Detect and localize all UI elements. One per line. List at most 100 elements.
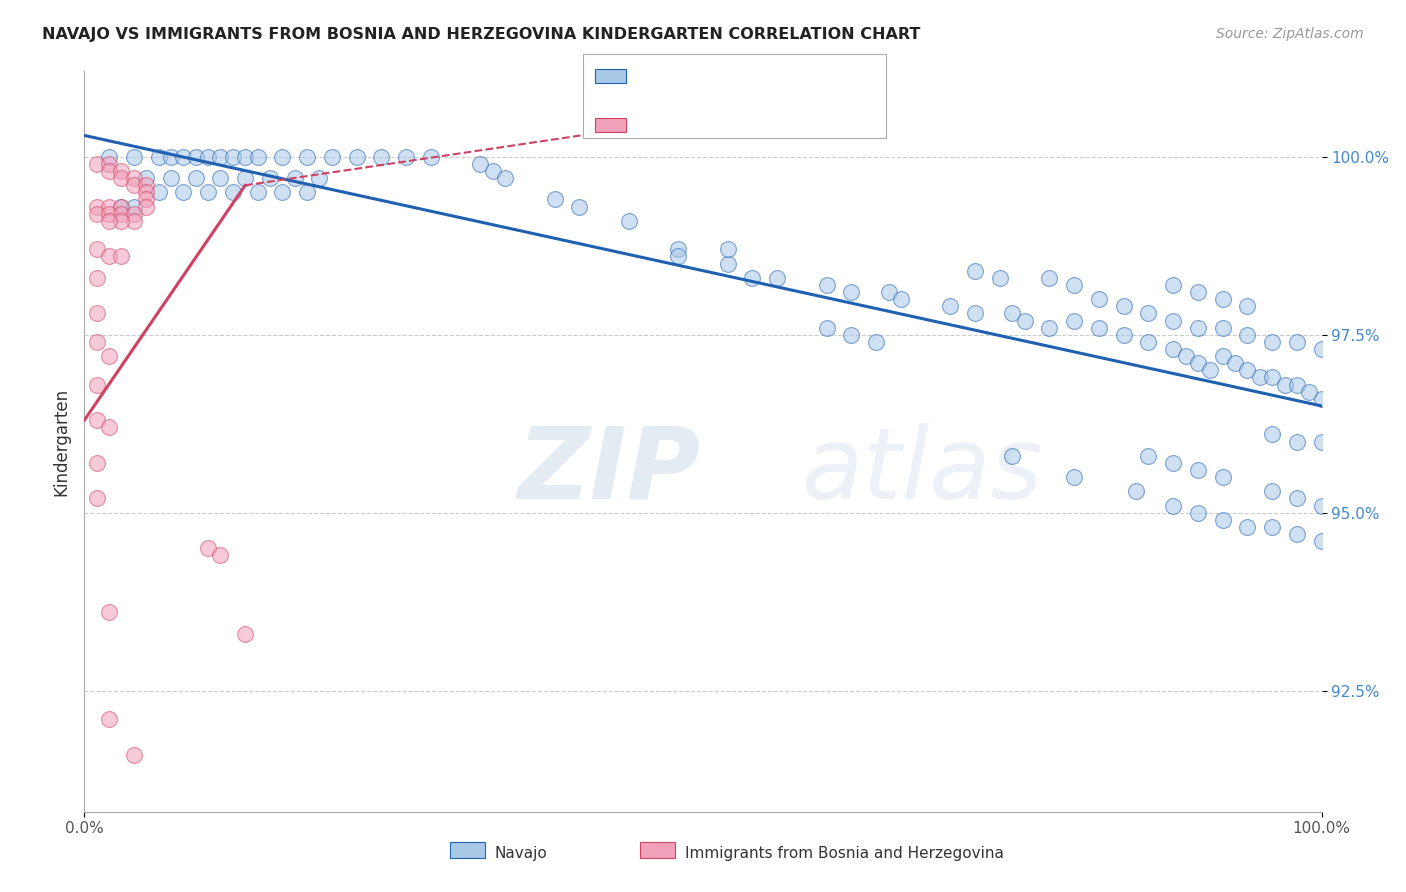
- Point: [470, 157, 492, 171]
- Point: [617, 214, 640, 228]
- Point: [98, 420, 121, 434]
- Point: [1310, 392, 1333, 406]
- Text: NAVAJO VS IMMIGRANTS FROM BOSNIA AND HERZEGOVINA KINDERGARTEN CORRELATION CHART: NAVAJO VS IMMIGRANTS FROM BOSNIA AND HER…: [42, 27, 921, 42]
- Point: [122, 207, 145, 221]
- Point: [160, 150, 183, 164]
- Point: [222, 186, 245, 200]
- Text: -0.496: -0.496: [682, 73, 740, 88]
- Point: [741, 270, 763, 285]
- Point: [86, 157, 108, 171]
- Point: [481, 164, 503, 178]
- Point: [1199, 363, 1222, 377]
- Y-axis label: Kindergarten: Kindergarten: [52, 387, 70, 496]
- Point: [766, 270, 789, 285]
- Point: [209, 171, 232, 186]
- Point: [246, 150, 269, 164]
- Point: [1112, 327, 1135, 342]
- Point: [965, 263, 987, 277]
- Point: [148, 150, 170, 164]
- Point: [98, 207, 121, 221]
- Point: [1014, 313, 1036, 327]
- Point: [1310, 499, 1333, 513]
- Point: [135, 186, 157, 200]
- Text: R =: R =: [634, 73, 669, 88]
- Point: [122, 747, 145, 762]
- Point: [1212, 470, 1234, 484]
- Point: [172, 150, 194, 164]
- Point: [666, 249, 689, 263]
- Point: [233, 626, 256, 640]
- Point: [86, 491, 108, 506]
- Point: [98, 214, 121, 228]
- Point: [717, 256, 740, 270]
- Point: [233, 171, 256, 186]
- Point: [666, 243, 689, 257]
- Point: [1310, 342, 1333, 356]
- Point: [1187, 463, 1209, 477]
- Point: [1112, 299, 1135, 313]
- Point: [308, 171, 330, 186]
- Point: [86, 200, 108, 214]
- Point: [86, 456, 108, 470]
- Point: [1001, 306, 1024, 320]
- Point: [135, 200, 157, 214]
- Point: [1174, 349, 1197, 363]
- Point: [98, 249, 121, 263]
- Point: [1001, 449, 1024, 463]
- Point: [1261, 520, 1284, 534]
- Point: [122, 178, 145, 193]
- Point: [110, 200, 132, 214]
- Point: [1236, 327, 1258, 342]
- Point: [370, 150, 392, 164]
- Point: [717, 243, 740, 257]
- Text: N =: N =: [755, 73, 792, 88]
- Point: [1285, 527, 1308, 541]
- Text: ZIP: ZIP: [517, 423, 700, 520]
- Point: [110, 164, 132, 178]
- Point: [395, 150, 418, 164]
- Point: [1261, 427, 1284, 442]
- Point: [988, 270, 1011, 285]
- Point: [1261, 484, 1284, 499]
- Point: [1249, 370, 1271, 384]
- Point: [98, 349, 121, 363]
- Point: [172, 186, 194, 200]
- Point: [321, 150, 343, 164]
- Point: [295, 186, 318, 200]
- Point: [110, 214, 132, 228]
- Point: [1236, 520, 1258, 534]
- Point: [122, 150, 145, 164]
- Point: [1125, 484, 1147, 499]
- Point: [1187, 356, 1209, 370]
- Point: [543, 193, 565, 207]
- Point: [86, 270, 108, 285]
- Point: [135, 171, 157, 186]
- Point: [346, 150, 368, 164]
- Text: Navajo: Navajo: [495, 846, 548, 861]
- Point: [184, 150, 207, 164]
- Point: [110, 171, 132, 186]
- Point: [1261, 370, 1284, 384]
- Point: [1223, 356, 1246, 370]
- Point: [1137, 449, 1160, 463]
- Point: [939, 299, 962, 313]
- Point: [1063, 470, 1085, 484]
- Point: [494, 171, 516, 186]
- Point: [1063, 313, 1085, 327]
- Point: [98, 712, 121, 726]
- Point: [86, 377, 108, 392]
- Point: [1212, 349, 1234, 363]
- Point: [890, 292, 912, 306]
- Point: [246, 186, 269, 200]
- Point: [197, 150, 219, 164]
- Point: [160, 171, 183, 186]
- Point: [209, 150, 232, 164]
- Point: [1187, 285, 1209, 299]
- Point: [98, 157, 121, 171]
- Point: [815, 277, 838, 292]
- Point: [1310, 434, 1333, 449]
- Point: [1310, 534, 1333, 549]
- Point: [86, 413, 108, 427]
- Point: [1212, 320, 1234, 334]
- Point: [1161, 499, 1184, 513]
